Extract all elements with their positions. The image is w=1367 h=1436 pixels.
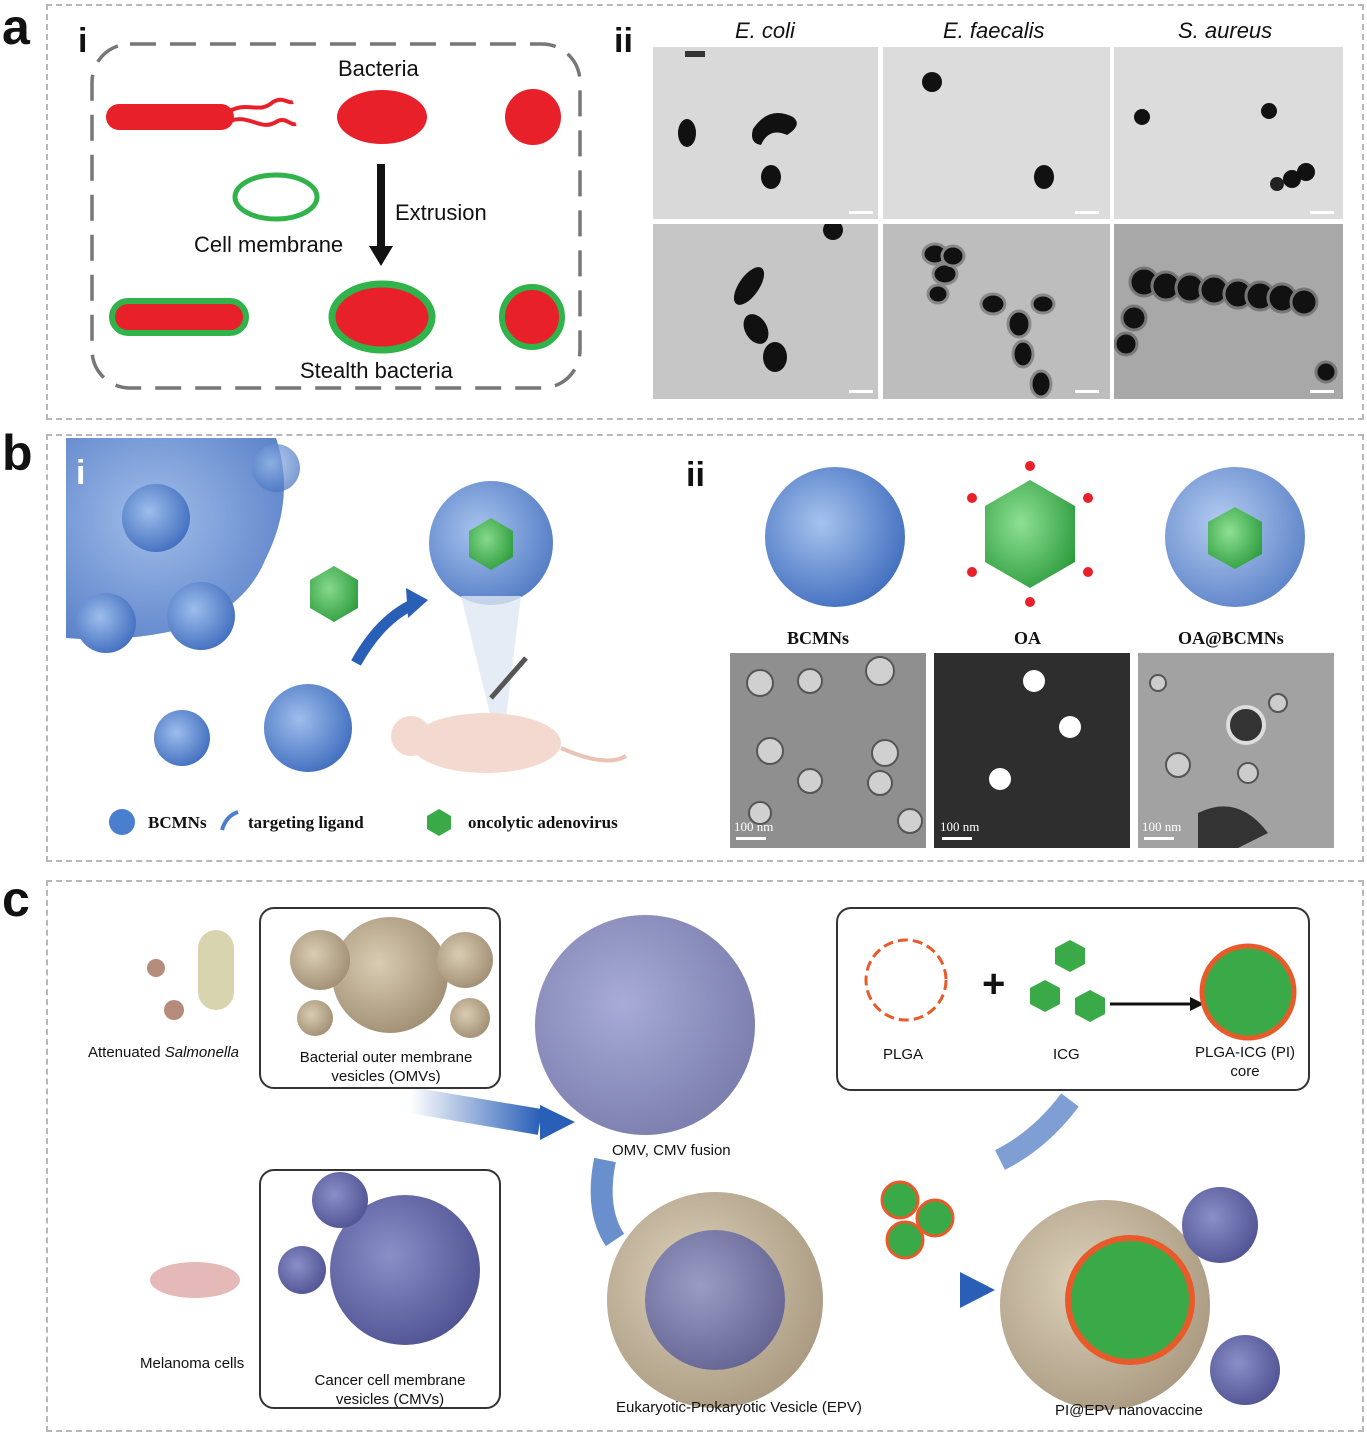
bcmn-model-icon [765, 467, 905, 607]
species-saureus-label: S. aureus [1178, 18, 1273, 43]
bacteria-label: Bacteria [338, 56, 419, 81]
scale-label-oa: 100 nm [940, 819, 980, 834]
pi-core-icon [1199, 943, 1297, 1041]
down-arrow-icon [369, 246, 393, 266]
salmonella-icon [198, 930, 234, 1010]
model-title-oa: OA [1014, 628, 1041, 648]
oa-model-icon [985, 480, 1075, 588]
nanovaccine-fabrication-illustration [147, 907, 1310, 1410]
tem-oa: 100 nm [934, 653, 1130, 848]
panel-b-frame [46, 434, 1364, 862]
stealth-bacteria-label: Stealth bacteria [300, 358, 453, 383]
cmv-label-line2: vesicles (CMVs) [335, 1391, 445, 1408]
epv-label: Eukaryotic-Prokaryotic Vesicle (EPV) [616, 1399, 862, 1416]
plga-icon [864, 938, 948, 1022]
fusion-label: OMV, CMV fusion [612, 1142, 731, 1159]
tem-saureus-bare [1114, 47, 1343, 219]
rod-bacterium-icon [106, 104, 234, 130]
panel-b-ii-label: ii [686, 456, 705, 494]
icg-label: ICG [1053, 1046, 1080, 1063]
small-bcmn-icon [154, 710, 210, 766]
tem-bcmns: 100 nm [730, 653, 926, 848]
panel-label-b: b [2, 425, 33, 481]
panel-a-ii-label: ii [614, 22, 633, 60]
oval-bacterium-icon [337, 90, 427, 144]
panel-a-frame [46, 4, 1364, 420]
cell-membrane-label: Cell membrane [194, 232, 344, 257]
plga-label: PLGA [883, 1046, 924, 1063]
panel-a-i-label: i [78, 22, 88, 60]
stealth-rod-icon [109, 298, 249, 336]
species-ecoli-label: E. coli [735, 18, 795, 43]
pi-core-label-line2: core [1230, 1063, 1260, 1080]
stealth-bacteria-schematic [90, 42, 582, 390]
tem-ecoli-coated [653, 224, 878, 399]
omv-label: Bacterial outer membrane vesicles (OMVs) [262, 1048, 510, 1086]
panel-label-a: a [2, 0, 30, 55]
cell-membrane-icon [232, 172, 320, 222]
particle-models [765, 461, 1305, 607]
salmonella-label: Attenuated Salmonella [88, 1044, 239, 1061]
omv-label-line1: Bacterial outer membrane [299, 1049, 473, 1066]
model-title-oa-bcmns: OA@BCMNs [1178, 628, 1284, 648]
pi-core-label: PLGA-ICG (PI) core [1185, 1043, 1305, 1081]
large-bcmn-icon [264, 684, 352, 772]
nanovaccine-label: PI@EPV nanovaccine [1055, 1402, 1203, 1419]
legend-targeting-ligand: targeting ligand [248, 813, 364, 832]
salmonella-italic: Salmonella [164, 1044, 239, 1061]
tem-efaecalis-bare [883, 47, 1110, 219]
adenovirus-icon [310, 566, 358, 622]
extrusion-label: Extrusion [395, 200, 487, 225]
plga-icg-box [836, 907, 1310, 1091]
plus-sign: + [982, 962, 1006, 1006]
tem-ecoli-bare [653, 47, 878, 219]
coccus-icon [505, 89, 561, 145]
cmv-label: Cancer cell membrane vesicles (CMVs) [270, 1371, 510, 1409]
stealth-coccus-icon [499, 284, 565, 350]
legend-targeting-ligand-icon [220, 810, 239, 831]
tem-oa-bcmns: 100 nm [1138, 653, 1334, 848]
legend-oncolytic-adenovirus: oncolytic adenovirus [468, 813, 618, 832]
stealth-oval-icon [328, 280, 436, 354]
scale-label-bcmns: 100 nm [734, 819, 774, 834]
tem-saureus-coated [1114, 224, 1343, 399]
omv-cmv-fusion-icon [535, 915, 755, 1135]
panel-b-i-label: i [76, 454, 86, 492]
cmv-label-line1: Cancer cell membrane [314, 1372, 466, 1389]
omv-label-line2: vesicles (OMVs) [331, 1068, 441, 1085]
model-title-bcmns: BCMNs [787, 628, 849, 648]
panel-c-frame [46, 880, 1364, 1432]
legend-bcmn-icon [109, 809, 135, 835]
pi-core-label-line1: PLGA-ICG (PI) [1194, 1044, 1295, 1061]
mouse-icon [411, 713, 561, 773]
tem-efaecalis-coated [883, 224, 1110, 399]
species-efaecalis-label: E. faecalis [943, 18, 1045, 43]
panel-label-c: c [2, 871, 30, 927]
legend-adenovirus-icon [427, 809, 451, 836]
melanoma-label: Melanoma cells [140, 1355, 245, 1372]
bcmn-delivery-illustration [66, 438, 628, 773]
scale-label-oa-bcmns: 100 nm [1142, 819, 1182, 834]
legend-bcmns: BCMNs [148, 813, 207, 832]
melanoma-dish-icon [150, 1262, 240, 1298]
